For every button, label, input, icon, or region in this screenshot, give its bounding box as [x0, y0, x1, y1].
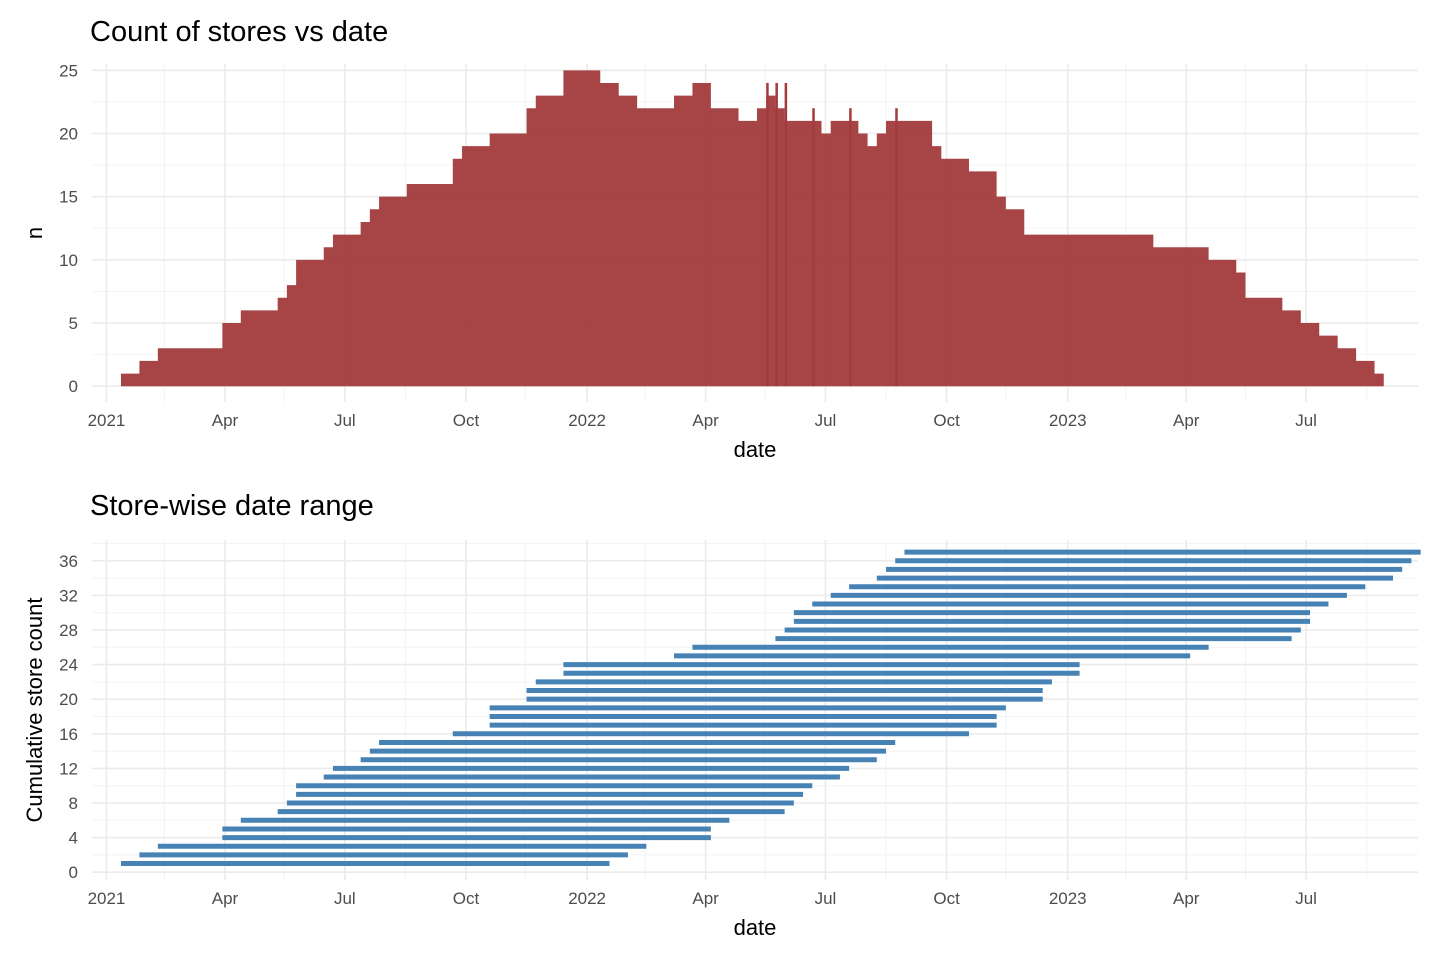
x-tick-label: Apr: [692, 411, 719, 430]
x-axis-title: date: [734, 437, 777, 462]
x-tick-label: Apr: [1173, 889, 1200, 908]
x-tick-label: 2023: [1049, 889, 1087, 908]
y-tick-label: 0: [69, 863, 78, 882]
y-tick-label: 24: [59, 656, 78, 675]
x-tick-label: Apr: [212, 889, 239, 908]
count-chart-panel: Count of stores vs date 2021 Apr Jul Oct 202…: [0, 0, 1440, 478]
y-tick-label: 12: [59, 759, 78, 778]
x-axis-title: date: [734, 915, 777, 940]
x-tick-label: Jul: [334, 411, 356, 430]
x-tick-label: 2021: [88, 411, 126, 430]
x-tick-label: Jul: [815, 411, 837, 430]
range-chart: 2021 Apr Jul Oct 2022 Apr Jul Oct 2023 Apr Jul 0 4 8 1…: [22, 540, 1421, 940]
x-tick-label: Apr: [692, 889, 719, 908]
x-tick-label: 2023: [1049, 411, 1087, 430]
count-chart: 2021 Apr Jul Oct 2022 Apr Jul Oct 2023 Apr Jul 0 5 10…: [22, 61, 1418, 462]
count-spike: [775, 82, 778, 387]
count-spike: [849, 108, 852, 387]
y-tick-label: 4: [69, 829, 78, 848]
y-axis-title: Cumulative store count: [22, 598, 47, 823]
y-tick-label: 15: [59, 188, 78, 207]
x-tick-label: 2022: [568, 411, 606, 430]
x-tick-label: Jul: [815, 889, 837, 908]
x-tick-label: Jul: [334, 889, 356, 908]
y-axis-title: n: [22, 227, 47, 239]
y-tick-label: 28: [59, 621, 78, 640]
y-tick-label: 0: [69, 377, 78, 396]
x-tick-label: Oct: [453, 411, 480, 430]
chart-title: Store-wise date range: [90, 490, 374, 522]
y-tick-label: 10: [59, 251, 78, 270]
count-spike: [784, 82, 788, 387]
count-spike: [812, 108, 815, 387]
y-tick-label: 20: [59, 124, 78, 143]
y-tick-label: 8: [69, 794, 78, 813]
chart-title: Count of stores vs date: [90, 16, 389, 48]
count-area: [120, 70, 1384, 387]
y-tick-label: 20: [59, 690, 78, 709]
count-spike: [766, 82, 769, 387]
x-tick-label: Apr: [1173, 411, 1200, 430]
range-chart-panel: Store-wise date range 2021 Apr Jul Oct 2022 A…: [0, 478, 1440, 960]
x-tick-label: Apr: [212, 411, 239, 430]
x-tick-label: Jul: [1295, 889, 1317, 908]
y-tick-label: 32: [59, 586, 78, 605]
x-tick-label: Oct: [933, 889, 960, 908]
y-tick-label: 25: [59, 61, 78, 80]
x-tick-label: Jul: [1295, 411, 1317, 430]
x-tick-label: 2021: [88, 889, 126, 908]
x-tick-label: Oct: [933, 411, 960, 430]
x-tick-label: 2022: [568, 889, 606, 908]
y-tick-label: 5: [69, 314, 78, 333]
count-spike: [895, 108, 898, 387]
y-tick-label: 36: [59, 552, 78, 571]
y-tick-label: 16: [59, 725, 78, 744]
x-tick-label: Oct: [453, 889, 480, 908]
